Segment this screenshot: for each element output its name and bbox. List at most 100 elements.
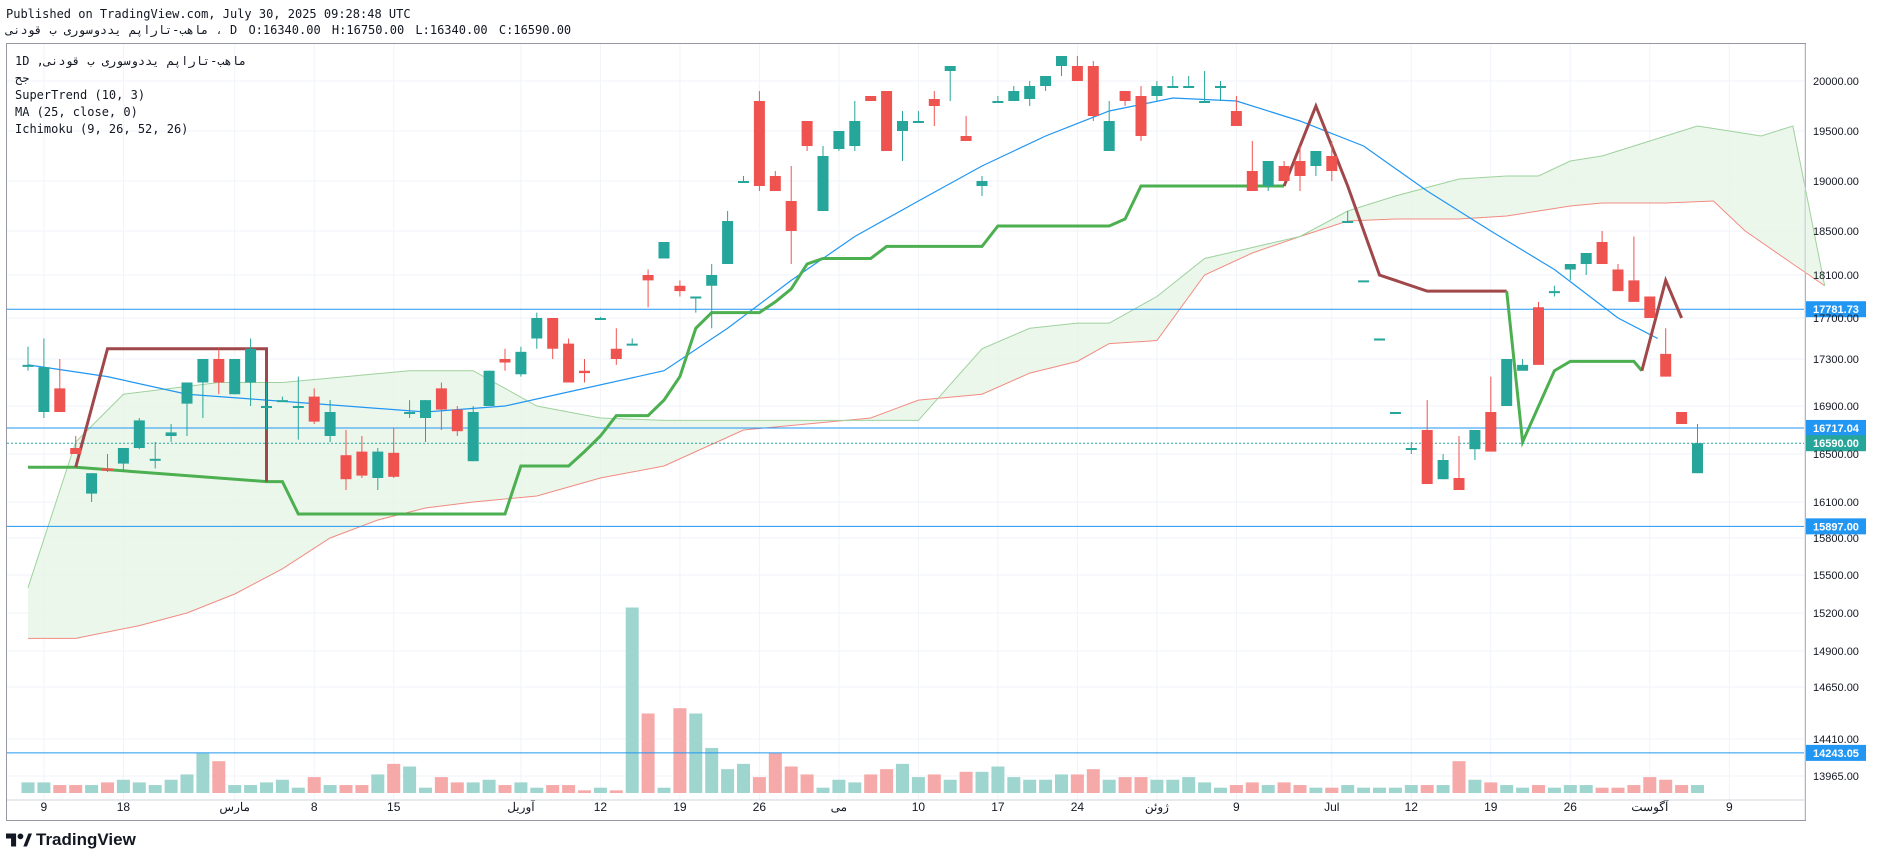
volume-bar <box>1659 779 1673 793</box>
candle-body <box>515 351 527 375</box>
volume-bar <box>943 779 957 793</box>
candle-body <box>1167 86 1179 88</box>
supertrend-down-line <box>1640 275 1683 372</box>
volume-bar <box>1198 782 1212 793</box>
candle-body <box>1087 66 1099 116</box>
volume-bar <box>927 774 941 793</box>
x-tick-label: 26 <box>1564 800 1578 814</box>
candle-body <box>944 66 956 71</box>
volume-bar <box>450 782 464 793</box>
ichimoku-cloud <box>27 125 1826 639</box>
volume-bar <box>1214 787 1227 793</box>
last-price-label: 16590.00 <box>1813 438 1859 450</box>
candle-body <box>1453 478 1465 490</box>
volume-bar <box>37 782 51 793</box>
candle-body <box>1183 86 1195 88</box>
candle-body <box>1548 291 1560 294</box>
legend-ma[interactable]: MA (25, close, 0) <box>15 105 138 119</box>
candle-body <box>690 296 702 299</box>
legend-supertrend[interactable]: SuperTrend (10, 3) <box>15 88 146 102</box>
candle-body <box>356 451 368 476</box>
volume-bar <box>339 785 353 793</box>
candle-body <box>1342 221 1354 223</box>
y-tick-label: 14900.00 <box>1813 646 1859 658</box>
x-tick-label: مارس <box>219 800 250 814</box>
ohlc-high: H:16750.00 <box>331 23 405 37</box>
volume-bar <box>53 785 67 793</box>
volume-bar <box>212 761 226 793</box>
candle-body <box>1533 307 1544 365</box>
y-tick-label: 19500.00 <box>1813 126 1859 138</box>
volume-bar <box>419 787 432 793</box>
tradingview-logo-icon <box>6 833 32 847</box>
volume-bar <box>1118 777 1132 793</box>
candle-body <box>1040 76 1052 86</box>
tradingview-logo[interactable]: TradingView <box>6 828 136 852</box>
x-tick-label: 15 <box>387 800 401 814</box>
cloud-span-a <box>28 200 1825 639</box>
x-tick-label: 12 <box>594 800 608 814</box>
volume-bar <box>832 779 846 793</box>
candle-body <box>1294 161 1306 176</box>
volume-bar <box>1261 785 1275 793</box>
x-tick-label: 9 <box>1233 800 1240 814</box>
volume-bar <box>768 753 782 793</box>
cloud-fill <box>28 126 1825 639</box>
volume-bar <box>1070 774 1084 793</box>
candle-body <box>817 156 829 211</box>
volume-bar <box>705 747 719 793</box>
candle-body <box>1374 338 1385 341</box>
candle-body <box>1437 460 1449 480</box>
volume-bar <box>1007 777 1021 793</box>
volume-bar <box>1563 785 1577 793</box>
candle-body <box>626 343 638 346</box>
volume-bar <box>1166 779 1180 793</box>
x-tick-label: Jul <box>1324 800 1339 814</box>
volume-bar <box>1691 785 1704 793</box>
y-tick-label: 17300.00 <box>1813 354 1859 366</box>
volume-bar <box>1245 782 1259 793</box>
y-tick-label: 13965.00 <box>1813 771 1859 783</box>
volume-bar <box>1388 787 1402 793</box>
candle-body <box>1612 269 1624 292</box>
volume-bar <box>530 787 544 793</box>
candle-body <box>22 364 34 367</box>
volume-bar <box>1102 779 1116 793</box>
candle-body <box>563 343 575 383</box>
volume-bar <box>1579 785 1593 793</box>
candle-body <box>992 101 1004 103</box>
volume-bar <box>673 708 687 793</box>
candle-body <box>388 452 400 477</box>
volume-bar <box>116 779 130 793</box>
ohlc-open: O:16340.00 <box>248 23 321 37</box>
volume-bar <box>1086 769 1100 793</box>
candle-body <box>1151 86 1163 96</box>
y-tick-label: 18100.00 <box>1813 270 1859 282</box>
volume-bar <box>355 785 369 793</box>
candle-body <box>261 406 272 408</box>
candle-body <box>738 181 749 183</box>
candle-body <box>117 448 129 464</box>
volume-bar <box>403 766 417 793</box>
volume-bar <box>1150 779 1164 793</box>
candle-body <box>801 121 813 146</box>
candle-body <box>149 458 161 461</box>
volume-bar <box>498 785 512 793</box>
supertrend-up-line <box>28 184 1285 516</box>
candle-body <box>849 121 861 146</box>
y-tick-label: 17700.00 <box>1813 313 1859 325</box>
candle-body <box>912 121 924 123</box>
y-tick-label: 14650.00 <box>1813 682 1859 694</box>
candle-body <box>928 99 940 106</box>
y-tick-label: 18500.00 <box>1813 226 1859 238</box>
price-label: 16717.04 <box>1813 423 1860 435</box>
y-tick-label: 16100.00 <box>1813 497 1859 509</box>
last-price-label-bg <box>1806 435 1866 452</box>
legend-ichimoku[interactable]: Ichimoku (9, 26, 52, 26) <box>15 122 189 136</box>
candle-body <box>1644 296 1656 318</box>
price-label: 17781.73 <box>1813 304 1859 316</box>
candle-body <box>1230 111 1242 126</box>
x-tick-label: می <box>831 800 847 814</box>
candle-body <box>451 409 463 432</box>
